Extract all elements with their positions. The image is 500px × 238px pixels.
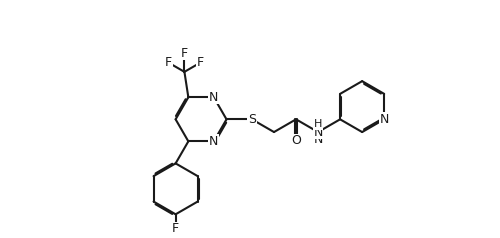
Text: F: F xyxy=(181,47,188,60)
Text: H
N: H N xyxy=(314,118,323,146)
Text: S: S xyxy=(248,113,256,126)
Text: H: H xyxy=(314,119,322,129)
Text: H: H xyxy=(314,121,322,131)
Text: F: F xyxy=(172,223,179,235)
Text: N: N xyxy=(209,91,218,104)
Text: N: N xyxy=(314,126,323,139)
Text: N: N xyxy=(314,126,323,139)
Text: N: N xyxy=(380,113,389,126)
Text: O: O xyxy=(291,134,301,148)
Text: N: N xyxy=(209,135,218,148)
Text: F: F xyxy=(165,56,172,69)
Text: F: F xyxy=(197,56,204,69)
